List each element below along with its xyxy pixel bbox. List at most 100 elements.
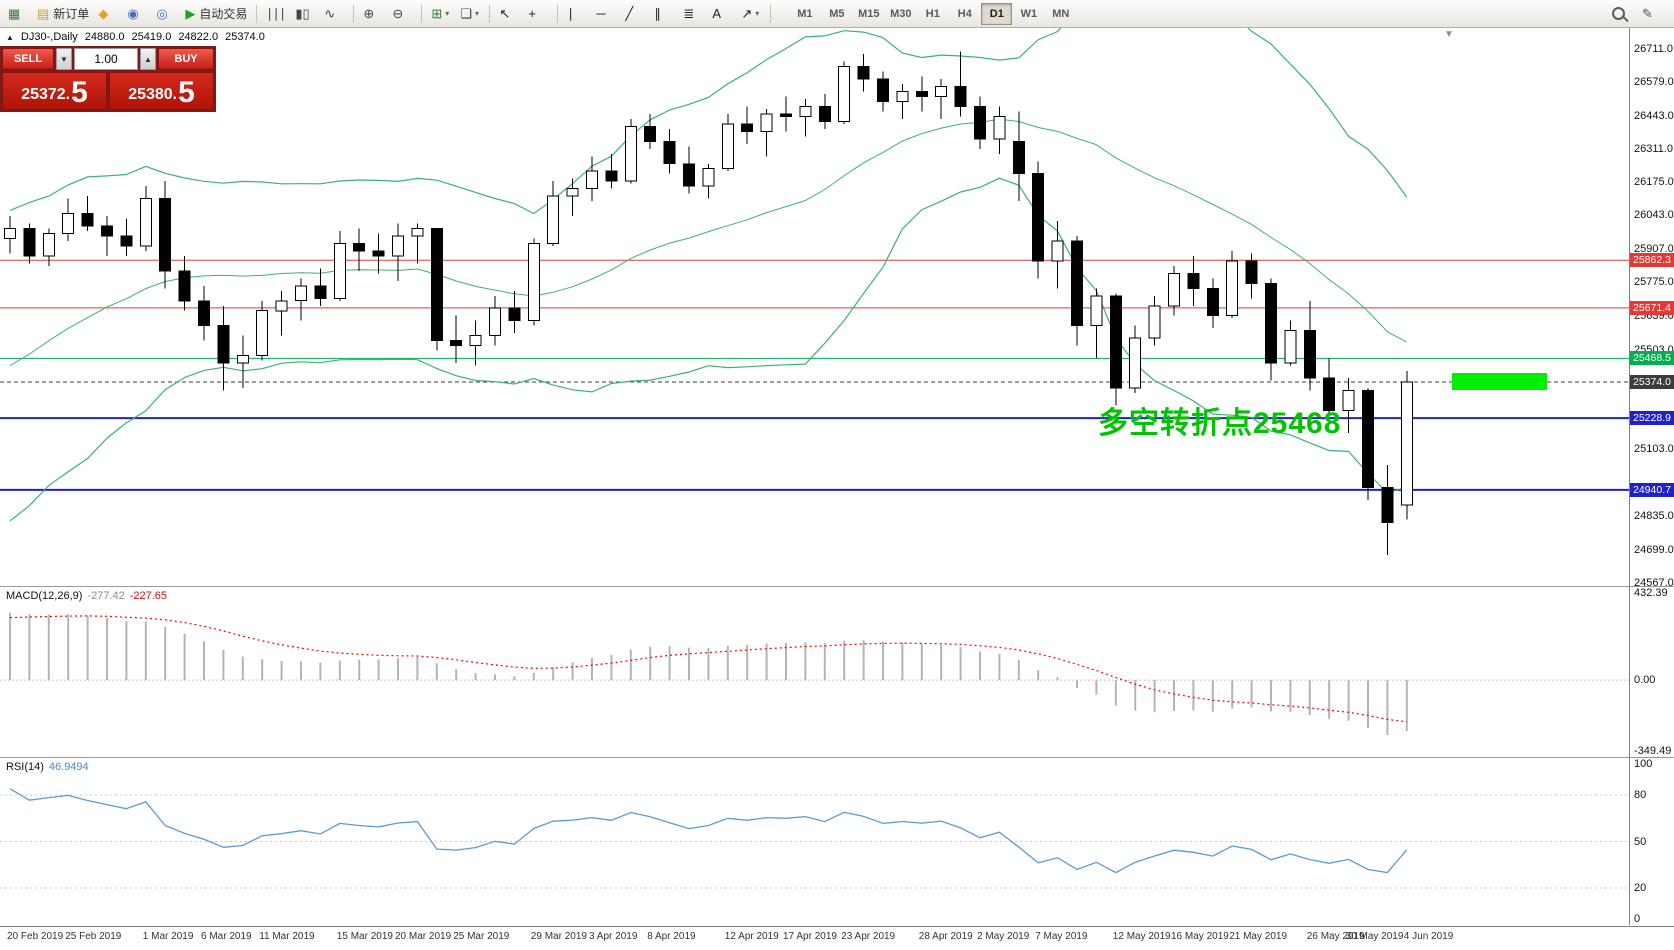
price-axis-label: 26311.0 — [1634, 142, 1673, 155]
timeframe-m5[interactable]: M5 — [829, 7, 845, 20]
rsi-axis-label: 50 — [1634, 835, 1647, 848]
time-axis-label: 26 May 2019 — [1306, 931, 1365, 942]
price-axis-label: 26443.0 — [1634, 109, 1674, 122]
cursor-icon[interactable]: ↖ — [495, 2, 523, 26]
dropdown-arrow-icon: ▾ — [755, 9, 760, 18]
volume-input[interactable] — [74, 48, 138, 70]
candles-chart-icon[interactable]: ▮▯ — [291, 2, 319, 26]
highlight-rectangle[interactable] — [1452, 373, 1547, 390]
time-axis-label: 25 Mar 2019 — [453, 931, 510, 942]
ohlc-open: 24880.0 — [84, 31, 125, 43]
timeframe-m30[interactable]: M30 — [890, 7, 912, 20]
time-axis-label: 23 Apr 2019 — [841, 931, 896, 942]
autotrading-button[interactable]: ▶ 自动交易 — [181, 2, 251, 26]
timeframe-d1[interactable]: D1 — [981, 2, 1013, 25]
sell-price-display[interactable]: 25372. 5 — [2, 72, 107, 110]
compose-icon: ✎ — [1642, 5, 1653, 21]
vertical-line-icon: ∣ — [567, 5, 574, 21]
rsi-indicator-label: RSI(14) 46.9494 — [6, 761, 89, 773]
price-axis-label: 26579.0 — [1634, 75, 1674, 88]
timeframe-m1[interactable]: M1 — [797, 7, 813, 20]
profiles-icon[interactable]: ❏ ▾ — [456, 2, 484, 26]
zoom-out-icon: ⊖ — [392, 5, 404, 21]
price-axis-label: 24699.0 — [1634, 544, 1674, 557]
arrows-tool-icon[interactable]: ↗ ▾ — [737, 2, 765, 26]
price-axis[interactable]: 26711.0 26579.0 26443.0 26311.0 26175.0 26043… — [1629, 28, 1674, 925]
timeframe-m15[interactable]: M15 — [858, 7, 880, 20]
line-chart-icon[interactable]: ∿ — [320, 2, 348, 26]
panel-toggle-icon[interactable]: ▲ — [6, 32, 14, 42]
price-marker-label: 25228.9 — [1630, 411, 1674, 426]
search-icon — [1612, 7, 1625, 20]
time-axis-label: 16 May 2019 — [1171, 931, 1229, 942]
channel-icon[interactable]: ∥ — [650, 2, 678, 26]
macd-axis-label: 0.00 — [1634, 674, 1656, 687]
chart-window-icon[interactable]: ▦ — [4, 2, 32, 26]
search-icon[interactable] — [1606, 2, 1634, 26]
pane-divider-rsi[interactable] — [0, 757, 1674, 758]
buy-price-last-digit: 5 — [178, 76, 195, 110]
horizontal-line-icon[interactable]: ─ — [592, 2, 620, 26]
zoom-in-icon: ⊕ — [363, 5, 375, 21]
timeframe-h1[interactable]: H1 — [925, 7, 940, 20]
time-axis-label: 7 May 2019 — [1035, 931, 1088, 942]
time-axis-label: 12 Apr 2019 — [724, 931, 779, 942]
trendline-icon: ╱ — [625, 5, 634, 21]
rsi-axis-label: 100 — [1634, 758, 1653, 770]
bars-chart-icon[interactable]: ∣∣∣ — [262, 2, 290, 26]
compose-icon[interactable]: ✎ — [1638, 2, 1666, 26]
ohlc-low: 24822.0 — [178, 31, 219, 43]
toolbar-separator — [421, 4, 423, 23]
volume-decrease-button[interactable]: ▼ — [56, 48, 72, 70]
macd-signal-value: -227.65 — [129, 590, 168, 602]
buy-price-display[interactable]: 25380. 5 — [109, 72, 214, 110]
horizontal-line-icon: ─ — [596, 5, 606, 21]
help-icon: ◎ — [156, 5, 168, 21]
fibonacci-icon[interactable]: ≣ — [679, 2, 707, 26]
vertical-line-icon[interactable]: ∣ — [563, 2, 591, 26]
community-icon[interactable]: ◉ — [123, 2, 151, 26]
time-axis-label: 6 Mar 2019 — [201, 931, 252, 942]
price-axis-label: 24835.0 — [1634, 510, 1674, 523]
buy-button[interactable]: BUY — [158, 48, 214, 70]
new-chart-icon[interactable]: ⊞ ▾ — [427, 2, 455, 26]
dropdown-arrow-icon: ▾ — [474, 9, 479, 18]
horizontal-line-objects[interactable] — [0, 259, 1629, 491]
text-tool-icon[interactable]: A — [708, 2, 736, 26]
timeframe-mn[interactable]: MN — [1052, 7, 1070, 20]
autotrading-button-icon: ▶ — [185, 5, 196, 21]
help-icon[interactable]: ◎ — [152, 2, 180, 26]
timeframe-w1[interactable]: W1 — [1020, 7, 1038, 20]
metaquotes-icon[interactable]: ◆ — [94, 2, 122, 26]
metaquotes-icon: ◆ — [98, 5, 109, 21]
toolbar-separator — [256, 4, 258, 23]
timeframe-h4[interactable]: H4 — [957, 7, 972, 20]
new-order-button[interactable]: ▤ 新订单 — [33, 2, 93, 26]
macd-value: -277.42 — [87, 590, 125, 602]
trendline-icon[interactable]: ╱ — [621, 2, 649, 26]
autotrading-button-label: 自动交易 — [199, 7, 248, 21]
pane-divider-macd[interactable] — [0, 586, 1674, 587]
price-axis-label: 26175.0 — [1634, 176, 1674, 189]
time-axis[interactable]: 20 Feb 2019 25 Feb 2019 1 Mar 2019 6 Mar 20… — [0, 926, 1674, 950]
channel-icon: ∥ — [654, 5, 661, 21]
time-axis-label: 20 Mar 2019 — [395, 931, 452, 942]
macd-axis-label: 432.39 — [1634, 586, 1668, 599]
price-marker-label: 25468.5 — [1630, 351, 1674, 366]
price-marker-label: 25671.4 — [1630, 300, 1674, 315]
time-axis-label: 1 Mar 2019 — [142, 931, 194, 942]
toolbar-separator — [557, 4, 559, 23]
zoom-in-icon[interactable]: ⊕ — [359, 2, 387, 26]
volume-increase-button[interactable]: ▲ — [140, 48, 156, 70]
current-price-marker-label: 25374.0 — [1630, 374, 1674, 389]
sell-price-last-digit: 5 — [71, 76, 88, 110]
crosshair-icon[interactable]: + — [524, 2, 552, 26]
zoom-out-icon[interactable]: ⊖ — [388, 2, 416, 26]
sell-button[interactable]: SELL — [2, 48, 54, 70]
candles — [4, 51, 1413, 555]
new-order-button-label: 新订单 — [53, 7, 90, 21]
annotation-text[interactable]: 多空转折点25468 — [1098, 407, 1342, 440]
macd-indicator-label: MACD(12,26,9) -277.42 -227.65 — [6, 590, 167, 602]
macd-axis-label: -349.49 — [1634, 744, 1672, 757]
